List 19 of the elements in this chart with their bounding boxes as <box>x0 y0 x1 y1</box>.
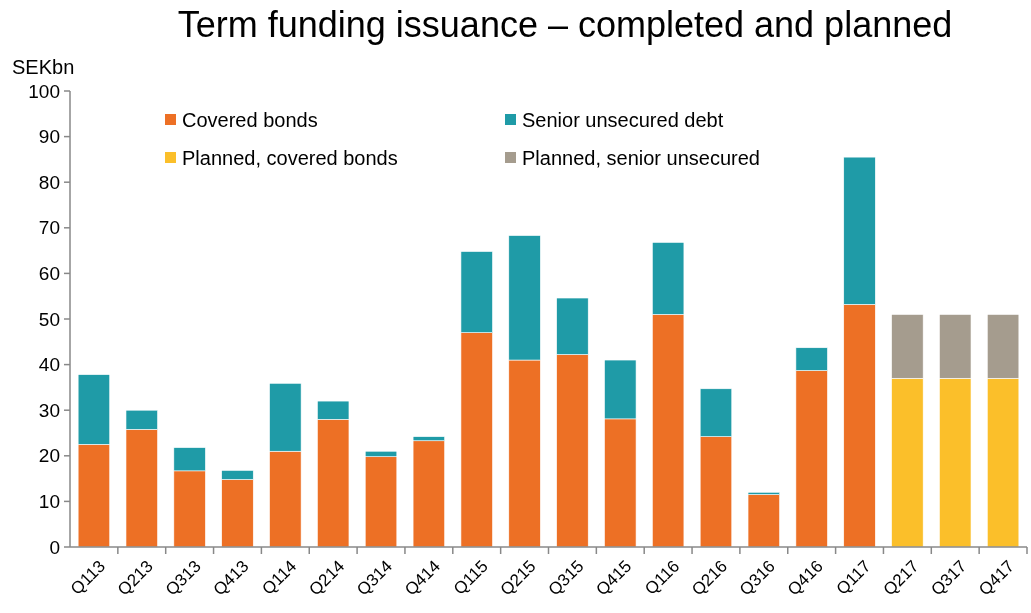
chart-title: Term funding issuance – completed and planned <box>177 4 953 45</box>
y-tick-label: 100 <box>28 80 60 102</box>
y-tick-label: 30 <box>38 399 60 421</box>
y-tick-label: 60 <box>38 263 60 285</box>
y-tick-label: 0 <box>49 536 60 558</box>
y-tick-label: 50 <box>38 308 60 330</box>
legend-label: Covered bonds <box>182 109 318 131</box>
y-axis-title: SEKbn <box>12 56 75 78</box>
legend-label: Senior unsecured debt <box>522 109 724 131</box>
bar <box>412 440 445 548</box>
y-tick-label: 70 <box>38 217 60 239</box>
y-tick-label: 20 <box>38 445 60 467</box>
y-tick-label: 90 <box>38 126 60 148</box>
legend-label: Planned, covered bonds <box>182 147 398 169</box>
bar <box>747 494 780 548</box>
y-tick-label: 40 <box>38 354 60 376</box>
legend-label: Planned, senior unsecured <box>522 147 760 169</box>
y-tick-label: 10 <box>38 491 60 513</box>
y-tick-label: 80 <box>38 171 60 193</box>
